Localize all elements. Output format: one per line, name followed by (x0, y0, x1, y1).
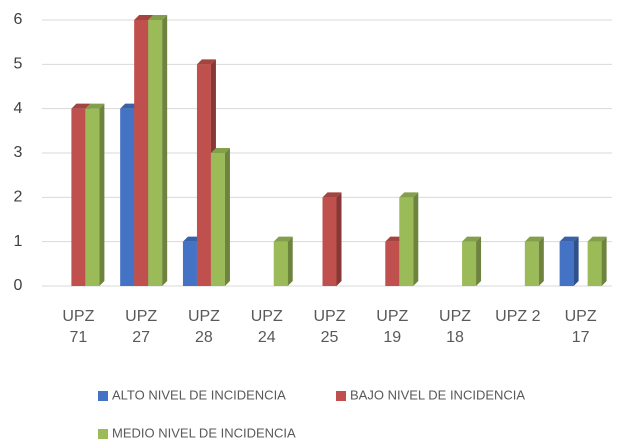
bar (524, 236, 544, 286)
bar-top (148, 15, 168, 20)
bar-side (413, 192, 419, 286)
bar-top (134, 15, 154, 20)
bar-front (120, 108, 135, 287)
bar-front (587, 241, 602, 286)
bar-top (462, 236, 482, 242)
x-tick-label: UPZ 18 (439, 308, 472, 346)
legend-label: MEDIO NIVEL DE INCIDENCIA (112, 425, 296, 440)
x-tick-label: UPZ 71 (62, 308, 95, 346)
x-tick-label: UPZ 25 (313, 308, 346, 346)
y-tick-label: 3 (14, 144, 23, 161)
x-tick-label: UPZ 2 (495, 308, 541, 325)
y-tick-label: 5 (14, 56, 23, 73)
y-tick-label: 4 (14, 100, 23, 117)
bar-front (322, 197, 337, 286)
bar-front (134, 20, 149, 286)
bar (462, 236, 482, 286)
bar-front (399, 197, 414, 286)
bar-front (462, 241, 477, 286)
bar-side (162, 15, 168, 286)
bar-side (476, 236, 482, 286)
legend-swatch (336, 391, 346, 401)
bar-side (99, 103, 105, 287)
bar-top (399, 192, 419, 198)
legend-label: ALTO NIVEL DE INCIDENCIA (112, 387, 286, 402)
bar-top (322, 192, 342, 198)
y-tick-label: 0 (14, 277, 23, 294)
bar-top (524, 236, 544, 242)
legend-label: BAJO NIVEL DE INCIDENCIA (350, 387, 525, 402)
bar-top (85, 103, 105, 109)
bar-top (559, 236, 579, 242)
bar (273, 236, 293, 286)
legend-swatch (98, 391, 108, 401)
x-tick-label: UPZ 27 (125, 308, 158, 346)
bar-side (538, 236, 544, 286)
y-tick-label: 1 (14, 233, 23, 250)
bar-side (336, 192, 342, 286)
bar-top (71, 103, 91, 109)
x-tick-label: UPZ 17 (564, 308, 597, 346)
bar (210, 148, 230, 286)
bar-front (85, 108, 100, 287)
bar-side (601, 236, 607, 286)
bar-front (148, 20, 163, 286)
bar (587, 236, 607, 286)
y-tick-label: 6 (14, 11, 23, 28)
bar-front (182, 241, 197, 286)
bar-front (210, 153, 225, 286)
bar-side (573, 236, 579, 286)
x-tick-label: UPZ 28 (187, 308, 220, 346)
bar (399, 192, 419, 286)
bar-top (587, 236, 607, 242)
x-tick-label: UPZ 24 (250, 308, 283, 346)
bar (559, 236, 579, 286)
bar-front (273, 241, 288, 286)
bar-front (71, 108, 86, 287)
bar-front (559, 241, 574, 286)
bar-front (196, 64, 211, 286)
bar-front (385, 241, 400, 286)
x-tick-label: UPZ 19 (376, 308, 409, 346)
y-tick-label: 2 (14, 189, 23, 206)
bar-top (210, 148, 230, 153)
bar-top (196, 59, 216, 65)
bar-front (524, 241, 539, 286)
bar (85, 103, 105, 287)
bar (322, 192, 342, 286)
legend-swatch (98, 429, 108, 439)
bar-side (287, 236, 293, 286)
bar-side (224, 148, 230, 286)
bar-top (273, 236, 293, 242)
bar (148, 15, 168, 286)
